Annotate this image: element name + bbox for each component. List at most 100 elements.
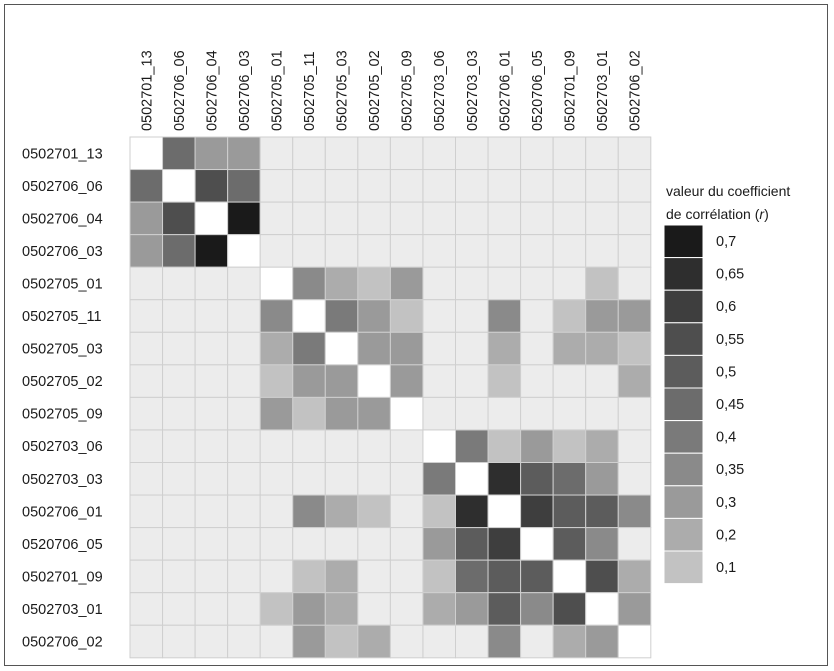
heatmap-cell xyxy=(586,495,619,528)
column-label: 0502706_01 xyxy=(497,50,513,131)
heatmap-cell xyxy=(586,365,619,398)
heatmap-cell xyxy=(553,332,586,365)
legend: valeur du coefficient de corrélation (r) 0… xyxy=(664,183,790,584)
heatmap-cell xyxy=(553,170,586,203)
heatmap-cell xyxy=(488,495,521,528)
heatmap-cell xyxy=(325,365,358,398)
heatmap-cell xyxy=(553,430,586,463)
heatmap-cell xyxy=(325,137,358,170)
heatmap-cell xyxy=(130,397,163,430)
legend-level-label: 0,7 xyxy=(716,234,736,250)
heatmap-cell xyxy=(228,397,261,430)
heatmap-cell xyxy=(390,170,423,203)
heatmap-cell xyxy=(228,593,261,626)
heatmap-cell xyxy=(390,300,423,333)
heatmap-cell xyxy=(293,593,326,626)
legend-title-line2: de corrélation (r) xyxy=(666,206,769,222)
heatmap-cell xyxy=(293,528,326,561)
heatmap-cell xyxy=(130,463,163,496)
legend-swatch xyxy=(664,290,703,323)
heatmap-cell xyxy=(553,267,586,300)
heatmap-cell xyxy=(358,528,391,561)
legend-swatch xyxy=(664,355,703,388)
heatmap-cell xyxy=(163,300,196,333)
heatmap-cell xyxy=(130,137,163,170)
heatmap-cell xyxy=(358,137,391,170)
column-label: 0502701_09 xyxy=(562,50,578,131)
heatmap-cell xyxy=(553,397,586,430)
heatmap-cell xyxy=(456,332,489,365)
row-label: 0502705_03 xyxy=(22,342,103,358)
legend-level-label: 0,1 xyxy=(716,560,736,576)
row-label: 0502703_06 xyxy=(22,439,103,455)
heatmap-cell xyxy=(390,397,423,430)
heatmap-cell xyxy=(390,332,423,365)
heatmap-cell xyxy=(586,267,619,300)
heatmap-cell xyxy=(358,430,391,463)
heatmap-cell xyxy=(293,560,326,593)
heatmap-cell xyxy=(325,495,358,528)
heatmap-cell xyxy=(130,170,163,203)
heatmap-cell xyxy=(195,625,228,658)
row-label: 0502706_03 xyxy=(22,244,103,260)
heatmap-cell xyxy=(618,170,651,203)
heatmap-cell xyxy=(293,463,326,496)
heatmap-cell xyxy=(325,202,358,235)
heatmap-cell xyxy=(228,235,261,268)
heatmap-cell xyxy=(390,137,423,170)
heatmap-cell xyxy=(130,235,163,268)
heatmap-cell xyxy=(488,137,521,170)
heatmap-cell xyxy=(358,170,391,203)
heatmap-cell xyxy=(228,170,261,203)
heatmap-cell xyxy=(488,430,521,463)
heatmap-cell xyxy=(228,137,261,170)
heatmap-cell xyxy=(618,365,651,398)
heatmap-cell xyxy=(195,495,228,528)
legend-level-label: 0,65 xyxy=(716,267,744,283)
heatmap-cell xyxy=(130,202,163,235)
legend-title-line1: valeur du coefficient xyxy=(666,183,790,199)
heatmap-cell xyxy=(228,332,261,365)
heatmap-cell xyxy=(228,495,261,528)
heatmap-cell xyxy=(456,365,489,398)
heatmap-cell xyxy=(130,495,163,528)
heatmap-cell xyxy=(618,560,651,593)
heatmap-cell xyxy=(195,463,228,496)
heatmap-cell xyxy=(390,560,423,593)
heatmap-cell xyxy=(456,593,489,626)
column-label: 0502705_09 xyxy=(400,50,416,131)
heatmap-cell xyxy=(423,463,456,496)
heatmap-cell xyxy=(260,332,293,365)
legend-swatch xyxy=(664,388,703,421)
heatmap-cell xyxy=(618,137,651,170)
heatmap-cell xyxy=(260,170,293,203)
legend-level-label: 0,45 xyxy=(716,397,744,413)
heatmap-cell xyxy=(553,593,586,626)
column-label: 0502703_03 xyxy=(465,50,481,131)
heatmap-cell xyxy=(293,170,326,203)
heatmap-cell xyxy=(325,267,358,300)
heatmap-cell xyxy=(423,235,456,268)
heatmap-cell xyxy=(195,300,228,333)
column-label: 0520706_05 xyxy=(530,50,546,131)
heatmap-cell xyxy=(293,235,326,268)
heatmap-cell xyxy=(553,528,586,561)
heatmap-cell xyxy=(195,593,228,626)
row-label: 0502706_04 xyxy=(22,211,103,227)
legend-swatch xyxy=(664,453,703,486)
column-label: 0502703_01 xyxy=(595,50,611,131)
heatmap-cell xyxy=(456,170,489,203)
heatmap-cell xyxy=(195,365,228,398)
heatmap-cell xyxy=(325,463,358,496)
heatmap-cell xyxy=(521,170,554,203)
heatmap-cell xyxy=(586,463,619,496)
heatmap-cell xyxy=(325,332,358,365)
heatmap-cell xyxy=(456,495,489,528)
row-label: 0502705_01 xyxy=(22,276,103,292)
heatmap-cell xyxy=(293,300,326,333)
heatmap-cell xyxy=(163,365,196,398)
heatmap-cell xyxy=(293,495,326,528)
heatmap-cell xyxy=(325,235,358,268)
heatmap-cell xyxy=(228,430,261,463)
